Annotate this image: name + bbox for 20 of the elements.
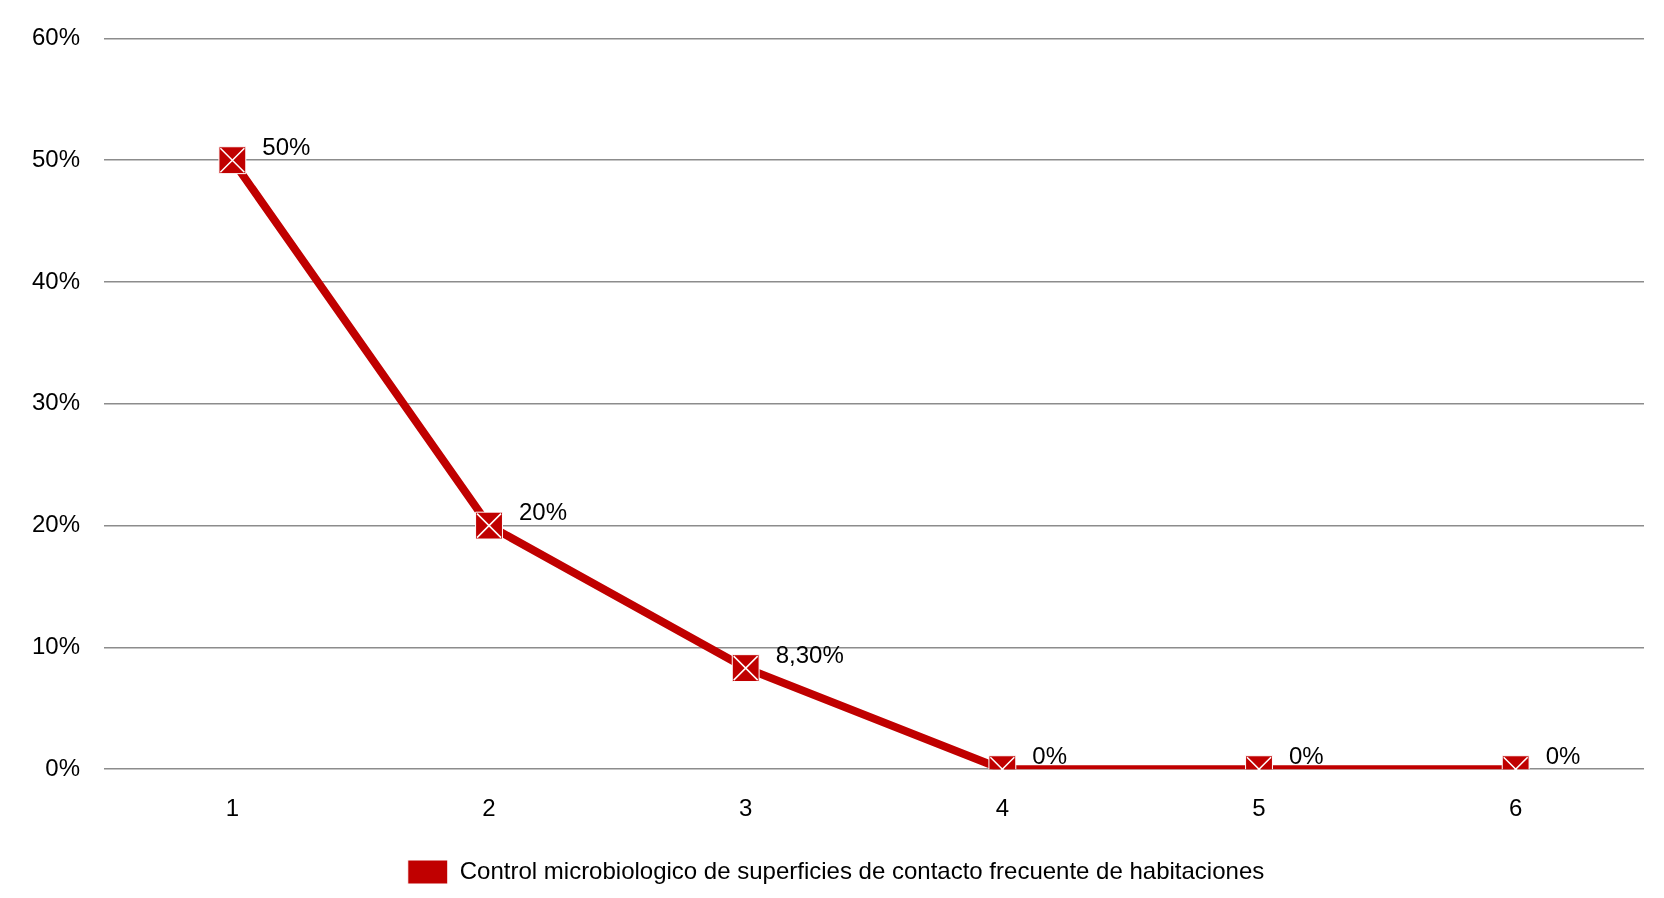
y-tick-label: 30% — [31, 388, 81, 416]
data-label: 0% — [1289, 741, 1324, 769]
x-tick-label: 3 — [739, 794, 753, 822]
data-label: 0% — [1545, 741, 1581, 769]
x-tick-label: 2 — [482, 794, 496, 822]
y-tick-label: 10% — [31, 632, 81, 660]
x-tick-label: 4 — [995, 794, 1010, 822]
data-label: 50% — [262, 132, 311, 160]
y-tick-label: 40% — [31, 266, 81, 294]
legend-label: Control microbiologico de superficies de contacto frecuente de habitaciones — [459, 856, 1265, 884]
data-label: 0% — [1032, 741, 1068, 769]
x-tick-label: 6 — [1508, 794, 1523, 822]
data-label: 20% — [519, 498, 568, 526]
y-tick-label: 0% — [45, 753, 81, 781]
y-tick-label: 50% — [31, 144, 81, 172]
data-label: 8,30% — [775, 640, 844, 668]
x-tick-label: 5 — [1252, 794, 1266, 822]
y-tick-label: 60% — [31, 23, 81, 51]
x-tick-label: 1 — [225, 794, 240, 822]
y-tick-label: 20% — [31, 510, 81, 538]
